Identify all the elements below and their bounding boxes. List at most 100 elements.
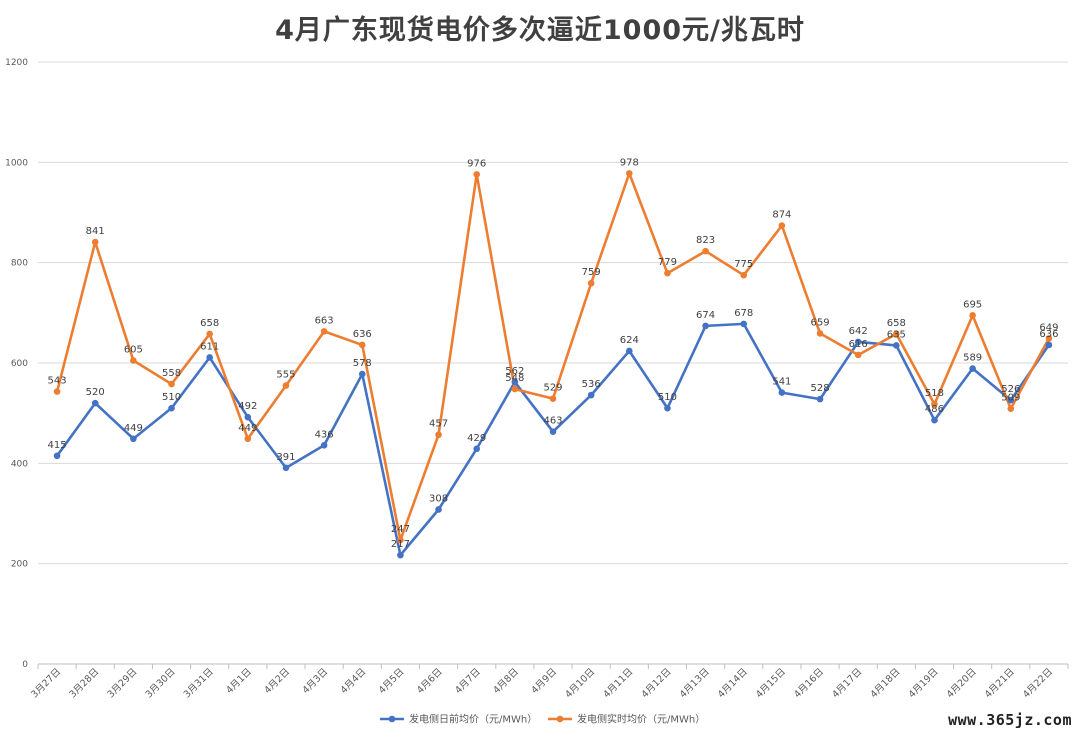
watermark: www.365jz.com [948,711,1072,729]
x-tick-label: 4月19日 [907,666,941,700]
series-2-data-label: 663 [315,315,334,326]
series-1-data-label: 510 [162,392,181,403]
series-1-data-label: 562 [505,366,524,377]
y-tick-label: 600 [11,359,28,369]
series-1-data-label: 526 [1001,384,1020,395]
series-2-point [244,435,252,443]
series-1-point [511,378,519,386]
series-2-point [664,269,671,277]
series-2-data-label: 649 [1039,322,1058,333]
series-2-point [435,431,442,439]
series-2-point [549,395,557,402]
x-tick-label: 4月20日 [945,666,979,700]
series-1-point [397,551,404,559]
x-tick-label: 4月1日 [224,666,254,696]
series-1-data-label: 436 [315,429,334,440]
series-1-point [206,354,213,361]
x-tick-label: 4月17日 [830,666,864,700]
series-2-point [587,279,595,287]
series-2-point [893,330,900,338]
x-axis: 3月27日 3月28日 3月29日 3月30日 3月31日 4月1日 4月2日 4月3日 4月4… [29,663,1069,700]
series-1-point [168,404,175,412]
series-1-point [969,365,976,372]
series-2-data-label: 509 [1001,393,1020,404]
series-line-2 [55,172,1051,542]
series-2-point [816,330,824,337]
legend: 发电侧日前均价（元/MWh） 发电侧实时均价（元/MWh） [380,713,705,726]
series-1-data-label: 391 [276,452,295,463]
y-tick-label: 0 [22,660,28,670]
series-2-data-label: 616 [849,339,868,350]
series-2-point [1007,405,1015,412]
series-1-point [702,322,709,330]
series-2-point [511,385,519,393]
series-1-data-label: 415 [48,440,67,451]
x-tick-label: 4月7日 [453,666,483,696]
series-1-point [1007,396,1015,404]
series-2-point [91,238,99,246]
series-line-1 [55,322,1051,557]
series-2-data-label: 457 [429,419,448,430]
y-tick-label: 800 [11,259,28,269]
series-1-data-label: 449 [124,423,143,434]
series-2-data-label: 775 [734,259,753,270]
x-tick-label: 3月31日 [182,666,216,700]
series-1-point [473,445,481,453]
series-1-data-label: 308 [429,493,448,504]
series-2-data-label: 558 [162,368,181,379]
series-2-data-label: 247 [391,524,410,535]
series-1-point [435,506,442,513]
series-1-point [893,342,900,349]
series-2-point [473,171,481,178]
series-2-point [206,330,213,338]
x-tick-label: 4月11日 [601,666,635,700]
series-1-data-label: 674 [696,310,715,321]
series-2-point [168,380,175,388]
series-1-point [53,452,61,460]
series-2-point [969,312,976,319]
series-1-point [664,404,671,412]
series-1-point [778,389,786,396]
x-tick-label: 4月18日 [868,666,902,700]
series-1-point [1045,341,1053,349]
x-tick-label: 4月2日 [262,666,292,696]
series-2-point [778,222,786,229]
series-1-point [358,370,366,378]
legend-label-1: 发电侧日前均价（元/MWh） [409,713,537,726]
series-2-point [1045,335,1053,342]
series-2-data-label: 659 [810,317,829,328]
series-2-data-label: 976 [467,158,486,169]
y-tick-label: 1200 [5,58,28,68]
data-labels: 415 520 449 510 611 492 391 436 578 217 308 429 562 4… [48,157,1059,550]
series-2-data-label: 874 [772,210,791,221]
x-tick-label: 4月15日 [754,666,788,700]
series-1-data-label: 642 [849,326,868,337]
series-2-data-label: 759 [582,267,601,278]
series-1-data-label: 635 [887,329,906,340]
series-1-data-label: 678 [734,308,753,319]
series-2-point [53,388,61,395]
series-lines [55,172,1051,557]
legend-label-2: 发电侧实时均价（元/MWh） [577,713,705,726]
series-1-point [740,320,748,328]
series-2-data-label: 658 [887,318,906,329]
series-2-point [130,357,137,364]
x-tick-label: 4月5日 [377,666,407,696]
series-2-data-label: 605 [124,344,143,355]
x-tick-label: 4月21日 [983,666,1017,700]
x-tick-label: 4月3日 [300,666,330,696]
series-2-data-label: 779 [658,257,677,268]
series-2-data-label: 518 [925,388,944,399]
x-tick-label: 4月22日 [1021,666,1055,700]
series-1-data-label: 486 [925,404,944,415]
series-2-point [740,271,748,279]
series-points [53,170,1053,559]
series-2-data-label: 543 [48,376,67,387]
y-tick-label: 1000 [5,158,28,168]
series-2-data-label: 823 [696,235,715,246]
series-1-point [587,391,595,399]
series-2-data-label: 636 [353,329,372,340]
x-tick-label: 3月29日 [105,666,139,700]
series-1-point [854,338,862,346]
